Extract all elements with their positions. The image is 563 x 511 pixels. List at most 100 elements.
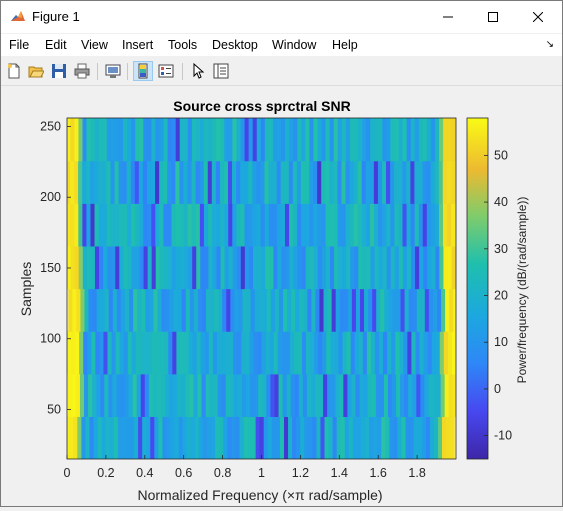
menu-file[interactable]: File [9,38,30,52]
minimize-button[interactable] [425,1,471,33]
heatmap-cell [110,203,116,247]
heatmap-cell [439,118,444,162]
heatmap-cell [374,331,380,375]
menu-edit[interactable]: Edit [45,38,67,52]
link-plot-button[interactable] [103,61,123,81]
heatmap-cell [236,245,242,290]
heatmap-cell [335,373,340,417]
heatmap-cell [362,245,368,290]
heatmap-cell [238,373,243,417]
heatmap-cell [281,118,286,162]
heatmap-cell [373,416,378,459]
heatmap-cell [70,118,75,162]
heatmap-cell [380,288,385,332]
heatmap-cell [252,245,258,290]
dock-arrow-icon[interactable]: ↘ [545,39,554,50]
heatmap-cell [256,203,262,247]
heatmap-cell [347,288,353,332]
heatmap-cell [276,203,282,247]
heatmap-cell [181,373,186,417]
heatmap-cell [156,373,162,417]
print-button[interactable] [72,61,92,81]
heatmap-cell [110,118,116,162]
heatmap-cell [244,245,250,290]
heatmap-cell [82,118,88,162]
heatmap-cell [67,416,70,459]
heatmap-cell [368,288,373,332]
heatmap-cell [232,245,238,290]
heatmap-cell [430,203,436,247]
heatmap-cell [411,331,417,375]
menu-insert[interactable]: Insert [122,38,154,52]
heatmap-cell [175,245,181,290]
heatmap-cell [98,203,104,247]
heatmap-cell [153,288,158,332]
new-figure-button[interactable] [4,61,24,81]
heatmap-cell [197,373,203,417]
property-inspector-button[interactable] [211,61,231,81]
heatmap-cell [294,373,300,417]
heatmap-cell [432,288,438,332]
heatmap-cell [165,288,171,332]
menu-view[interactable]: View [81,38,108,52]
heatmap-cell [371,373,377,417]
heatmap-cell [285,118,290,162]
menu-desktop[interactable]: Desktop [212,38,258,52]
open-file-button[interactable] [26,61,46,81]
heatmap-cell [204,331,210,375]
close-button[interactable] [515,1,561,33]
heatmap-cell [108,373,113,417]
heatmap-cell [390,160,395,204]
heatmap-cell [228,160,233,204]
heatmap-cell [200,245,205,290]
heatmap-cell [326,331,331,375]
heatmap-cell [438,160,444,204]
heatmap-cell [226,288,231,332]
heatmap-cell [90,245,96,290]
heatmap-cell [212,245,218,290]
heatmap-cell [169,288,175,332]
heatmap-cell [300,416,305,459]
heatmap-cell [102,203,108,247]
colorbar[interactable] [466,117,489,460]
heatmap-cell [126,203,132,247]
heatmap-cell [159,118,165,162]
save-button[interactable] [49,61,69,81]
heatmap-cell [274,288,280,332]
heatmap-cell [359,288,365,332]
heatmap-cell [432,373,438,417]
insert-legend-icon [158,64,174,78]
heatmap-cell [185,288,191,332]
heatmap-cell [116,373,122,417]
heatmap-cell [428,373,434,417]
menu-tools[interactable]: Tools [168,38,198,52]
heatmap-cell [406,118,412,162]
maximize-button[interactable] [470,1,516,33]
insert-legend-button[interactable] [156,61,176,81]
heatmap-cell [77,416,82,459]
spectrogram-plot[interactable]: Source cross sprctral SNR 0 0.2 0.4 0.6 0.8 1… [2,86,562,506]
heatmap-cell [443,118,448,162]
heatmap-cell [370,118,375,162]
heatmap-cell [342,331,348,375]
heatmap-cell [406,160,411,204]
heatmap-cell [272,203,278,247]
menu-window[interactable]: Window [272,38,317,52]
heatmap-cell [350,245,355,290]
heatmap-cell [197,288,203,332]
edit-plot-button[interactable] [188,61,208,81]
heatmap-cell [127,118,132,162]
heatmap-cell [329,160,334,204]
heatmap-cell [234,288,240,332]
heatmap-cell [184,245,189,290]
heatmap-cell [316,416,322,459]
heatmap-cell [164,331,169,375]
heatmap-cell [285,245,291,290]
heatmap-cell [95,331,100,375]
insert-colorbar-button[interactable] [133,61,153,81]
heatmap-cell [413,416,419,459]
heatmap-cell [146,160,152,204]
menu-help[interactable]: Help [332,38,358,52]
heatmap-cell [420,373,425,417]
heatmap-cell [366,331,372,375]
